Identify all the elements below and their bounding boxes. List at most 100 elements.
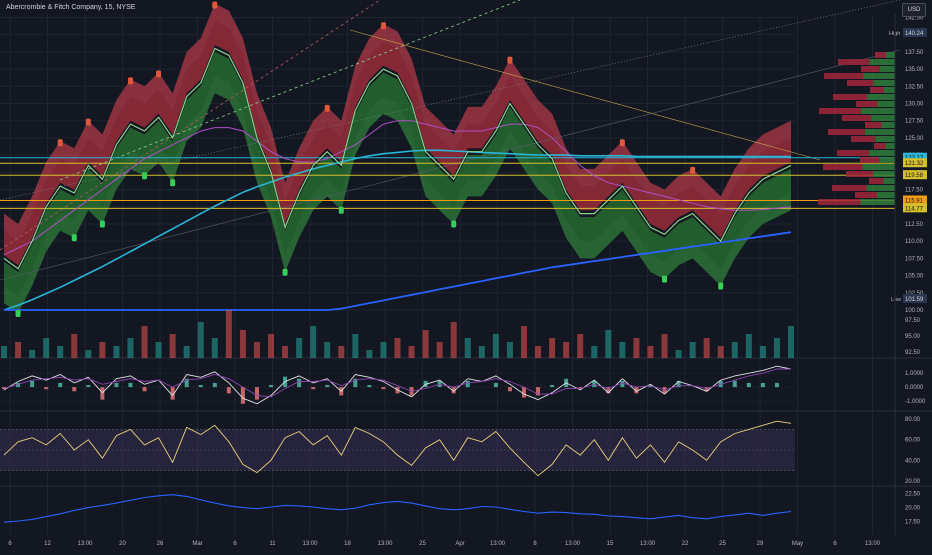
price-axis-tick: 132.50 [905, 84, 924, 90]
volume-profile-buy [866, 185, 895, 191]
ema-blue-line [4, 231, 792, 311]
price-axis-tick: 127.50 [905, 119, 924, 125]
volume-profile-sell [846, 171, 873, 177]
volume-profile-buy [869, 59, 895, 65]
rsi-axis-tick: 20.00 [905, 479, 921, 485]
volume-bar [225, 310, 232, 358]
sell-signal-marker [619, 139, 625, 147]
macd-histogram-bar [254, 387, 259, 400]
volume-profile-sell [875, 52, 886, 58]
x-tick-label: 11 [269, 541, 276, 547]
sell-signal-marker [156, 70, 162, 78]
level-label-tag [903, 195, 927, 205]
macd-histogram-bar [760, 382, 765, 388]
volume-bar [661, 334, 668, 358]
volume-bar [492, 334, 499, 358]
volume-bar [141, 326, 148, 358]
volume-bar [478, 346, 485, 358]
x-tick-label: 26 [157, 541, 164, 547]
x-tick-label: 20 [119, 541, 126, 547]
macd-histogram-bar [44, 387, 49, 390]
volume-bar [183, 346, 190, 358]
volume-profile-buy [875, 136, 895, 142]
sell-signal-marker [690, 166, 696, 174]
macd-histogram-bar [353, 378, 358, 388]
volume-bar [436, 342, 443, 358]
low-value: 101.59 [905, 297, 924, 303]
lower-band-inner [4, 51, 791, 297]
x-tick-label: Mar [192, 541, 202, 547]
trendline-green-dashed [59, 0, 521, 181]
volume-profile-buy [886, 52, 895, 58]
volume-profile-sell [869, 178, 884, 184]
volume-profile-sell [851, 136, 876, 142]
macd-histogram-bar [86, 385, 91, 388]
rsi-line [3, 420, 792, 477]
volume-bar [268, 334, 275, 358]
volume-bar [394, 338, 401, 358]
volume-bar [282, 346, 289, 358]
macd-histogram-bar [142, 387, 147, 392]
volume-bar [1, 346, 7, 358]
volume-bar [253, 342, 260, 358]
volume-profile-sell [832, 185, 867, 191]
macd-histogram-bar [521, 387, 526, 398]
trendline-red-dashed [0, 0, 381, 251]
macd-histogram-bar [676, 380, 681, 388]
volume-profile-sell [874, 143, 886, 149]
price-axis-tick: 102.50 [905, 291, 924, 297]
price-line [3, 47, 792, 270]
low-label: Low [891, 297, 901, 303]
volume-bar [577, 334, 584, 358]
volume-profile-buy [868, 150, 895, 156]
volume-bar [506, 342, 513, 358]
macd-histogram-bar [746, 382, 751, 388]
sell-signal-marker [212, 1, 218, 9]
volume-profile-sell [818, 199, 861, 205]
volume-profile-sell [860, 157, 880, 163]
buy-signal-marker [170, 179, 176, 187]
sell-signal-marker [324, 104, 330, 112]
x-tick-label: 13:00 [565, 541, 581, 547]
volume-bar [324, 342, 331, 358]
buy-signal-marker [338, 206, 344, 214]
x-tick-label: 13:00 [490, 541, 506, 547]
x-tick-label: 8 [533, 541, 537, 547]
macd-histogram-bar [184, 378, 189, 388]
currency-button[interactable]: USD [902, 3, 926, 17]
level-label-text: 114.77 [905, 206, 924, 212]
volume-bar [296, 338, 303, 358]
price-axis-tick: 130.00 [905, 101, 924, 107]
volume-profile-sell [870, 87, 884, 93]
x-tick-label: 13:00 [77, 541, 93, 547]
price-axis-tick: 137.50 [905, 50, 924, 56]
volume-bar [549, 338, 556, 358]
volume-profile-buy [885, 143, 895, 149]
volume-bar [689, 342, 696, 358]
macd-histogram-bar [325, 385, 330, 388]
macd-axis-tick: 1.0000 [905, 371, 924, 377]
ema-cyan-line [3, 149, 791, 311]
x-tick-label: 22 [682, 541, 689, 547]
volume-bar [422, 330, 429, 358]
buy-signal-marker [15, 310, 21, 317]
volume-profile-sell [837, 150, 869, 156]
volume-bar [197, 322, 204, 358]
volume-profile-buy [879, 66, 895, 72]
macd-histogram-bar [269, 385, 274, 388]
x-tick-label: 13:00 [302, 541, 318, 547]
volume-bar [591, 346, 598, 358]
ma-purple-line [3, 120, 792, 256]
volume-profile-buy [871, 115, 895, 121]
volume-profile-buy [860, 199, 895, 205]
price-axis-tick: 95.00 [905, 334, 921, 340]
x-tick-label: 13:00 [640, 541, 656, 547]
buy-signal-marker [718, 282, 724, 290]
price-axis-tick: 117.50 [905, 188, 924, 194]
macd-histogram-bar [16, 382, 21, 388]
chart-title: Abercrombie & Fitch Company, 15, NYSE [6, 4, 136, 11]
volume-bar [633, 338, 640, 358]
x-tick-label: 25 [719, 541, 726, 547]
